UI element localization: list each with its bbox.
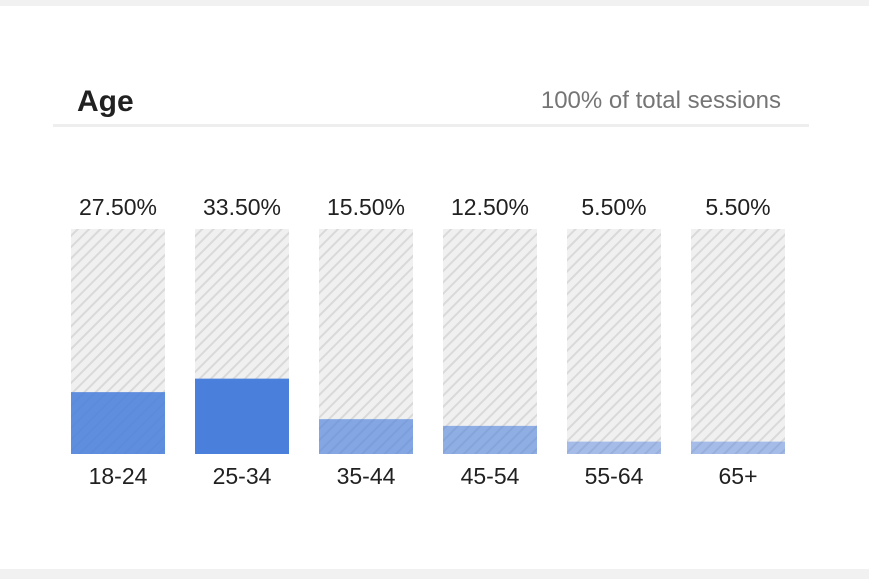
category-label-65+: 65+ [718, 463, 757, 489]
bar-55-64[interactable] [567, 441, 661, 454]
value-label-25-34: 33.50% [203, 194, 281, 220]
category-label-18-24: 18-24 [89, 463, 148, 489]
bar-25-34[interactable] [195, 378, 289, 454]
bar-35-44[interactable] [319, 419, 413, 454]
value-label-55-64: 5.50% [581, 194, 646, 220]
value-label-35-44: 15.50% [327, 194, 405, 220]
category-label-45-54: 45-54 [461, 463, 520, 489]
bar-45-54[interactable] [443, 425, 537, 454]
bar-track-35-44 [319, 229, 413, 454]
bar-track-55-64 [567, 229, 661, 454]
chart-title: Age [77, 85, 134, 118]
total-sessions-label: 100% of total sessions [540, 87, 781, 114]
card-header: Age 100% of total sessions [53, 76, 809, 127]
value-label-45-54: 12.50% [451, 194, 529, 220]
bar-track-65+ [691, 229, 785, 454]
value-label-18-24: 27.50% [79, 194, 157, 220]
bar-18-24[interactable] [71, 392, 165, 454]
bar-track-45-54 [443, 229, 537, 454]
category-label-35-44: 35-44 [337, 463, 396, 489]
bar-65+[interactable] [691, 441, 785, 454]
category-label-55-64: 55-64 [585, 463, 644, 489]
value-label-65+: 5.50% [705, 194, 770, 220]
category-label-25-34: 25-34 [213, 463, 272, 489]
